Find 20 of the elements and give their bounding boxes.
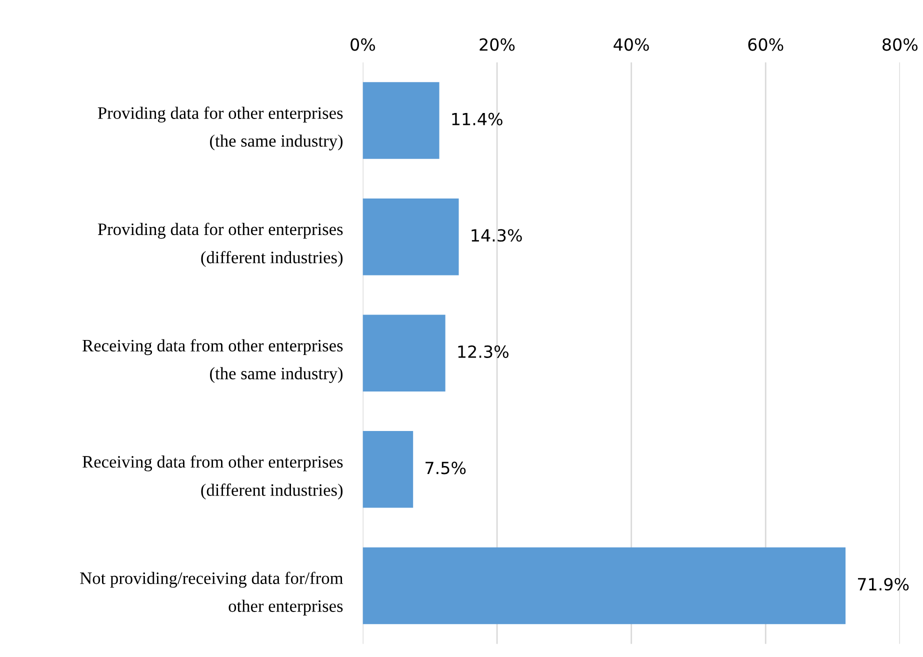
bar (362, 314, 446, 392)
y-tick-label: Not providing/receiving data for/from other enterprises (80, 572, 344, 616)
x-tick-label: 20% (480, 38, 515, 51)
bar (362, 547, 846, 624)
bar (362, 198, 459, 276)
data-label: 11.4% (452, 112, 502, 126)
y-tick-label: Providing data for other enterprises (the same industry) (98, 106, 343, 150)
y-tick-label: Receiving data from other enterprises (the same industry) (82, 339, 343, 383)
data-label: 14.3% (472, 229, 522, 242)
x-tick-label: 80% (882, 38, 918, 51)
data-label: 7.5% (426, 462, 466, 474)
x-tick-label: 40% (614, 38, 649, 51)
x-tick-label: 0% (350, 38, 376, 51)
x-tick-label: 60% (748, 38, 784, 51)
y-tick-label: Providing data for other enterprises (different industries) (98, 222, 343, 267)
data-label: 71.9% (858, 578, 909, 591)
bar (362, 431, 414, 508)
y-tick-label: Receiving data from other enterprises (different industries) (82, 455, 343, 500)
bar (362, 82, 440, 159)
data-label: 12.3% (458, 345, 508, 358)
